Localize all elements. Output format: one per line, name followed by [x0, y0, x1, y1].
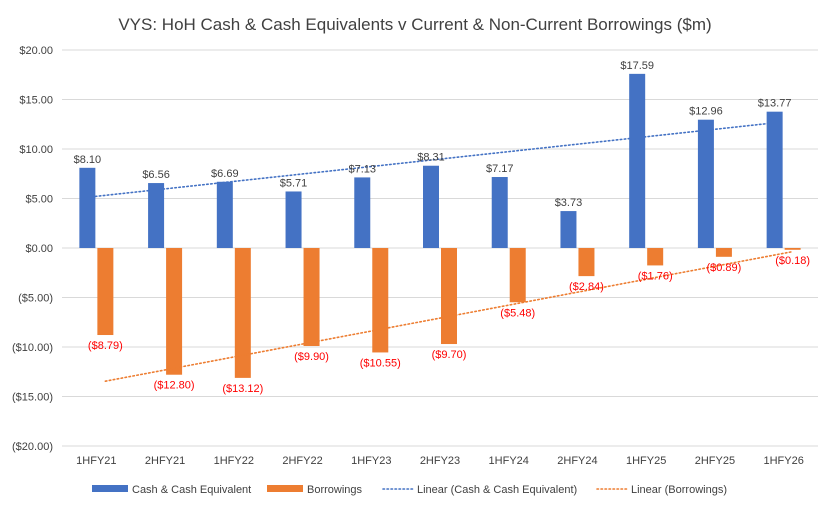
legend-swatch [92, 485, 128, 492]
x-tick-label: 1HFY21 [76, 455, 116, 467]
legend-label: Linear (Borrowings) [631, 484, 727, 496]
borrowings-data-label: ($0.89) [706, 262, 741, 274]
cash-data-label: $3.73 [555, 197, 583, 209]
borrowings-bar [784, 248, 801, 250]
cash-trendline [86, 122, 776, 199]
x-tick-label: 1HFY26 [763, 455, 803, 467]
cash-data-label: $12.96 [689, 106, 723, 118]
borrowings-bar [509, 248, 526, 303]
y-tick-label: $10.00 [19, 144, 53, 156]
x-tick-label: 2HFY23 [420, 455, 460, 467]
y-tick-label: ($15.00) [12, 392, 53, 404]
cash-data-label: $8.31 [417, 152, 445, 164]
borrowings-bar [715, 248, 732, 257]
cash-bar [560, 211, 577, 248]
cash-data-label: $7.13 [349, 163, 377, 175]
borrowings-data-label: ($9.70) [432, 349, 467, 361]
legend: Cash & Cash Equivalent Borrowings Linear (… [92, 484, 727, 496]
x-tick-label: 2HFY21 [145, 455, 185, 467]
borrowings-data-label: ($1.76) [638, 270, 673, 282]
x-tick-label: 1HFY25 [626, 455, 666, 467]
x-tick-label: 2HFY24 [557, 455, 597, 467]
cash-bar [354, 177, 371, 248]
borrowings-data-label: ($0.18) [775, 255, 810, 267]
y-axis: $20.00 $15.00 $10.00 $5.00 $0.00 ($5.00) ($10.… [12, 45, 53, 453]
borrowings-bar [441, 248, 457, 345]
x-tick-label: 2HFY25 [695, 455, 735, 467]
x-tick-label: 1HFY23 [351, 455, 391, 467]
cash-bar [216, 181, 233, 248]
borrowings-bar [166, 248, 183, 375]
cash-bar [491, 177, 508, 248]
borrowings-bar [97, 248, 114, 336]
trendlines [86, 122, 794, 382]
cash-bar [697, 119, 714, 248]
cash-data-label: $6.56 [142, 169, 170, 181]
gridlines [62, 49, 818, 447]
cash-bar [148, 183, 165, 248]
borrowings-data-label: ($10.55) [360, 357, 401, 369]
cash-bar [423, 165, 439, 248]
data-labels: $8.10 ($8.79) $6.56 ($12.80) $6.69 ($13.12) $5… [74, 60, 810, 395]
x-tick-label: 2HFY22 [282, 455, 322, 467]
borrowings-bar [372, 248, 389, 353]
y-tick-label: $15.00 [19, 95, 53, 107]
borrowings-bar [647, 248, 664, 266]
y-tick-label: ($5.00) [18, 293, 53, 305]
x-tick-label: 1HFY24 [489, 455, 529, 467]
cash-bar [79, 167, 96, 248]
legend-borrowings-trend: Linear (Borrowings) [596, 484, 727, 496]
x-axis: 1HFY21 2HFY21 1HFY22 2HFY22 1HFY23 2HFY23 1HFY… [76, 455, 804, 467]
legend-swatch [267, 485, 303, 492]
cash-data-label: $5.71 [280, 177, 308, 189]
borrowings-bar [578, 248, 595, 277]
borrowings-data-label: ($9.90) [294, 351, 329, 363]
x-tick-label: 1HFY22 [214, 455, 254, 467]
borrowings-data-label: ($13.12) [222, 383, 263, 395]
borrowings-data-label: ($5.48) [500, 307, 535, 319]
y-tick-label: $0.00 [25, 243, 53, 255]
legend-borrowings: Borrowings [267, 484, 363, 496]
legend-cash: Cash & Cash Equivalent [92, 484, 251, 496]
cash-bar [766, 111, 783, 248]
chart-title: VYS: HoH Cash & Cash Equivalents v Curre… [118, 15, 711, 34]
cash-bar [285, 191, 302, 248]
legend-label: Borrowings [307, 484, 363, 496]
legend-label: Cash & Cash Equivalent [132, 484, 251, 496]
y-tick-label: $20.00 [19, 45, 53, 57]
cash-data-label: $8.10 [74, 154, 102, 166]
borrowings-data-label: ($12.80) [154, 380, 195, 392]
borrowings-bar [234, 248, 251, 378]
cash-data-label: $6.69 [211, 168, 239, 180]
cash-data-label: $13.77 [758, 98, 792, 110]
borrowings-data-label: ($2.84) [569, 281, 604, 293]
y-tick-label: $5.00 [25, 194, 53, 206]
borrowings-bar [303, 248, 320, 347]
legend-label: Linear (Cash & Cash Equivalent) [417, 484, 577, 496]
y-tick-label: ($10.00) [12, 342, 53, 354]
cash-data-label: $17.59 [620, 60, 654, 72]
borrowings-trendline [104, 250, 794, 382]
cash-bar [629, 73, 646, 248]
borrowings-data-label: ($8.79) [88, 340, 123, 352]
legend-cash-trend: Linear (Cash & Cash Equivalent) [382, 484, 577, 496]
y-tick-label: ($20.00) [12, 441, 53, 453]
cash-data-label: $7.17 [486, 163, 514, 175]
bars [79, 73, 801, 378]
